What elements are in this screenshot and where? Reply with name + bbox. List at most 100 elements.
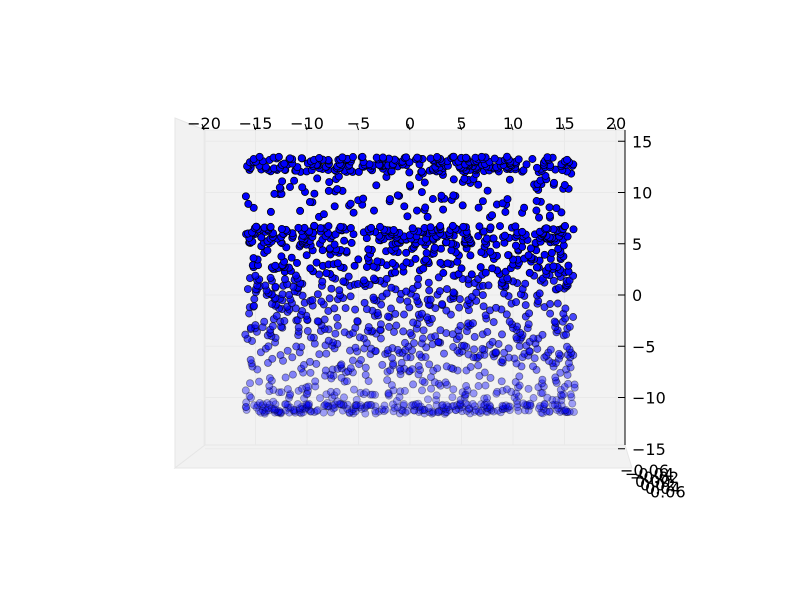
scatter-point xyxy=(266,222,275,231)
scatter-point xyxy=(339,277,348,286)
scatter-point xyxy=(344,272,353,281)
scatter-point xyxy=(313,406,322,415)
scatter-point xyxy=(399,401,408,410)
scatter-point xyxy=(480,400,489,409)
scatter-point xyxy=(313,290,322,299)
scatter-point xyxy=(336,222,345,231)
scatter-point xyxy=(480,394,489,403)
scatter-point xyxy=(436,222,445,230)
scatter-point xyxy=(549,276,558,285)
scatter-point xyxy=(532,263,541,272)
scatter-point xyxy=(324,186,333,195)
scatter-point xyxy=(284,403,293,412)
scatter-point xyxy=(324,402,333,411)
scatter-point xyxy=(448,402,457,411)
scatter-point xyxy=(324,222,333,231)
scatter-point xyxy=(449,288,458,297)
scatter-point xyxy=(464,350,473,359)
scatter-point xyxy=(525,309,534,318)
scatter-points xyxy=(241,152,579,418)
scatter-point xyxy=(439,403,448,412)
scatter-point xyxy=(443,380,451,389)
scatter-point xyxy=(264,406,273,415)
scatter-point xyxy=(276,351,285,360)
scatter-point xyxy=(344,367,353,376)
scatter-point xyxy=(510,393,519,402)
scatter-point xyxy=(459,222,468,231)
scatter-point xyxy=(524,320,533,329)
scatter-point xyxy=(330,202,339,211)
x-tick-mark xyxy=(201,123,205,131)
scatter-point xyxy=(456,401,465,410)
scatter-point xyxy=(515,372,524,381)
x-tick-label: −20 xyxy=(187,114,221,133)
scatter-point xyxy=(549,262,558,271)
scatter-point xyxy=(356,403,365,411)
scatter-point xyxy=(327,408,336,417)
scatter-point xyxy=(499,402,508,411)
scatter-point xyxy=(550,317,559,326)
scatter-point xyxy=(534,404,543,413)
scatter-point xyxy=(351,403,360,412)
scatter-point xyxy=(512,298,521,307)
scatter-point xyxy=(359,194,368,203)
scatter-point xyxy=(569,313,578,321)
scatter-point xyxy=(474,382,483,390)
scatter-point xyxy=(382,274,391,283)
scatter-point xyxy=(359,390,368,399)
scatter-point xyxy=(295,405,304,414)
scatter-point xyxy=(564,261,573,270)
scatter-point xyxy=(357,404,366,413)
scatter-point xyxy=(560,406,569,415)
scatter-point xyxy=(255,377,264,386)
x-tick-mark xyxy=(613,123,617,131)
scatter-point xyxy=(551,376,560,385)
scatter-point xyxy=(330,391,339,400)
x-tick-mark xyxy=(356,123,359,131)
scatter-point xyxy=(515,342,524,351)
scatter-point xyxy=(481,381,490,390)
scatter-point xyxy=(301,404,310,413)
scatter-point xyxy=(417,167,426,176)
scatter-point xyxy=(547,248,556,257)
scatter-point xyxy=(363,401,372,410)
scatter-point xyxy=(303,327,312,335)
scatter-point xyxy=(371,402,380,411)
scatter-point xyxy=(337,373,346,382)
scatter-point xyxy=(257,402,266,410)
scatter-point xyxy=(570,383,579,392)
scatter-point xyxy=(267,376,276,385)
x-tick-mark xyxy=(253,123,256,131)
scatter-point xyxy=(349,405,358,414)
scatter-point xyxy=(249,254,258,263)
scatter-point xyxy=(396,370,405,379)
scatter-point xyxy=(298,384,307,393)
scatter-point xyxy=(468,400,477,408)
scatter-point xyxy=(331,329,340,338)
scatter-point xyxy=(369,274,378,283)
scatter-point xyxy=(310,189,319,198)
scatter-point xyxy=(449,343,458,351)
scatter-point xyxy=(426,223,435,232)
scatter-point xyxy=(388,400,397,409)
scatter-point xyxy=(347,238,356,247)
scatter-point xyxy=(540,400,549,408)
scatter-point xyxy=(288,353,297,362)
scatter-point xyxy=(561,406,570,414)
scatter-point xyxy=(371,407,380,415)
scatter-point xyxy=(277,388,286,397)
scatter-point xyxy=(399,400,408,409)
left-pane xyxy=(174,117,206,470)
scatter-point xyxy=(428,195,437,203)
scatter-point xyxy=(492,389,501,398)
scatter-point xyxy=(441,408,450,417)
scatter-point xyxy=(359,276,368,285)
scatter-point xyxy=(416,402,425,411)
scatter-point xyxy=(552,405,561,414)
scatter-point xyxy=(294,386,303,395)
scatter-point xyxy=(498,405,507,414)
scatter-point xyxy=(330,400,339,409)
scatter-point xyxy=(460,393,469,402)
scatter-point xyxy=(297,409,306,418)
scatter-point xyxy=(302,251,311,260)
